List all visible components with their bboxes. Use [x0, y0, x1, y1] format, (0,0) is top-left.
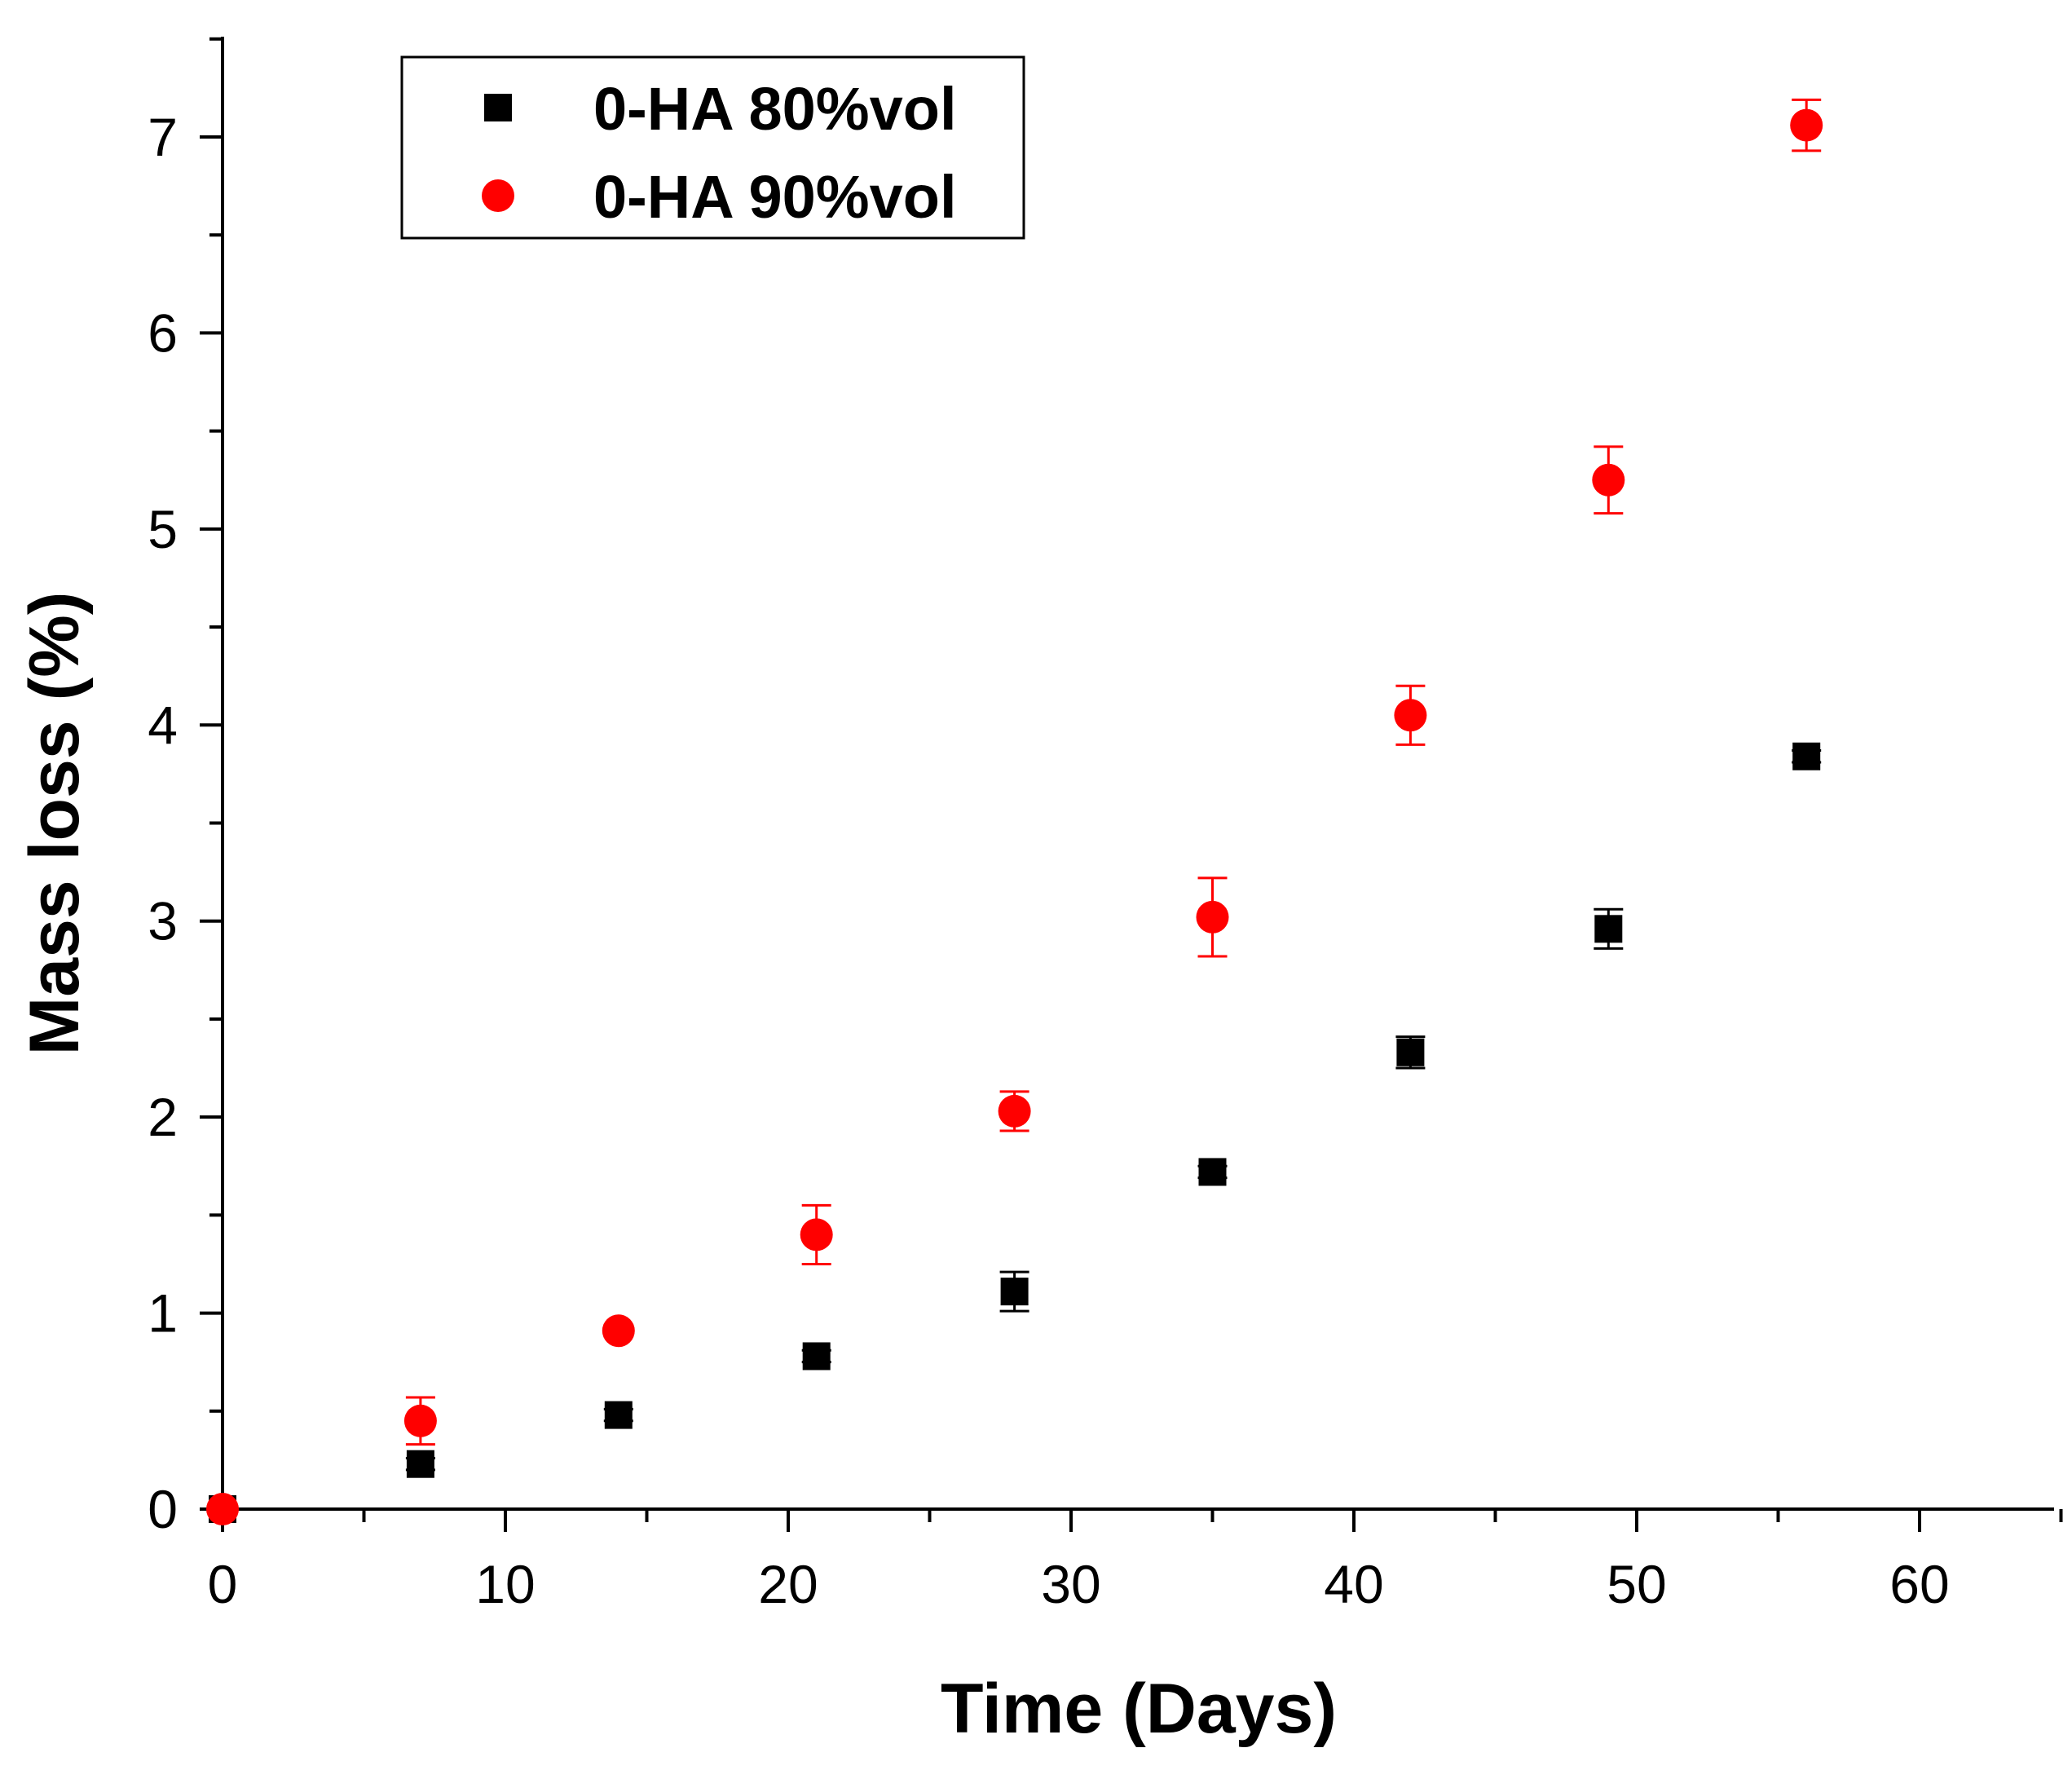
legend-marker-circle: [482, 179, 514, 212]
data-point-circle: [206, 1493, 239, 1525]
data-point-circle: [1592, 463, 1625, 497]
data-point-square: [1198, 1158, 1227, 1186]
series-2: [206, 98, 1823, 1525]
data-point-square: [1792, 742, 1821, 770]
x-tick-label: 20: [758, 1554, 818, 1614]
axes: [221, 37, 2054, 1511]
x-tick-label: 0: [208, 1554, 238, 1614]
data-point-circle: [1196, 900, 1229, 934]
y-tick-label: 1: [148, 1283, 178, 1344]
data-point-circle: [1790, 108, 1823, 142]
y-tick-label: 3: [148, 891, 178, 951]
data-point-square: [802, 1342, 831, 1371]
data-point-square: [1594, 915, 1623, 943]
data-point-square: [1396, 1038, 1425, 1066]
legend: 0-HA 80%vol 0-HA 90%vol: [400, 55, 1025, 240]
ticks: 0 10 20 30 40 50 60 0 1 2 3 4 5 6 7: [148, 37, 2063, 1614]
x-tick-label: 60: [1889, 1554, 1949, 1614]
data-point-circle: [602, 1314, 635, 1348]
legend-label: 0-HA 90%vol: [593, 163, 957, 231]
data-point-square: [604, 1401, 633, 1429]
data-point-circle: [403, 1404, 437, 1437]
data-point-circle: [1394, 699, 1427, 732]
y-axis-title: Mass loss (%): [15, 592, 94, 1056]
y-tick-label: 2: [148, 1087, 178, 1147]
x-tick-label: 10: [475, 1554, 535, 1614]
y-tick-label: 5: [148, 499, 178, 559]
data-point-circle: [998, 1094, 1031, 1128]
data-point-square: [406, 1450, 434, 1478]
data-point-square: [1000, 1278, 1029, 1306]
y-tick-label: 4: [148, 695, 178, 755]
y-tick-label: 6: [148, 302, 178, 363]
y-tick-label: 0: [148, 1479, 178, 1539]
x-axis-title: Time (Days): [941, 1670, 1337, 1748]
legend-marker-square: [484, 94, 512, 121]
series-1: [209, 742, 1822, 1523]
y-tick-label: 7: [148, 107, 178, 167]
data-points: [206, 98, 1823, 1525]
data-point-circle: [800, 1218, 833, 1251]
x-tick-label: 40: [1324, 1554, 1383, 1614]
x-tick-label: 30: [1041, 1554, 1100, 1614]
x-tick-label: 50: [1607, 1554, 1666, 1614]
legend-label: 0-HA 80%vol: [593, 75, 957, 143]
